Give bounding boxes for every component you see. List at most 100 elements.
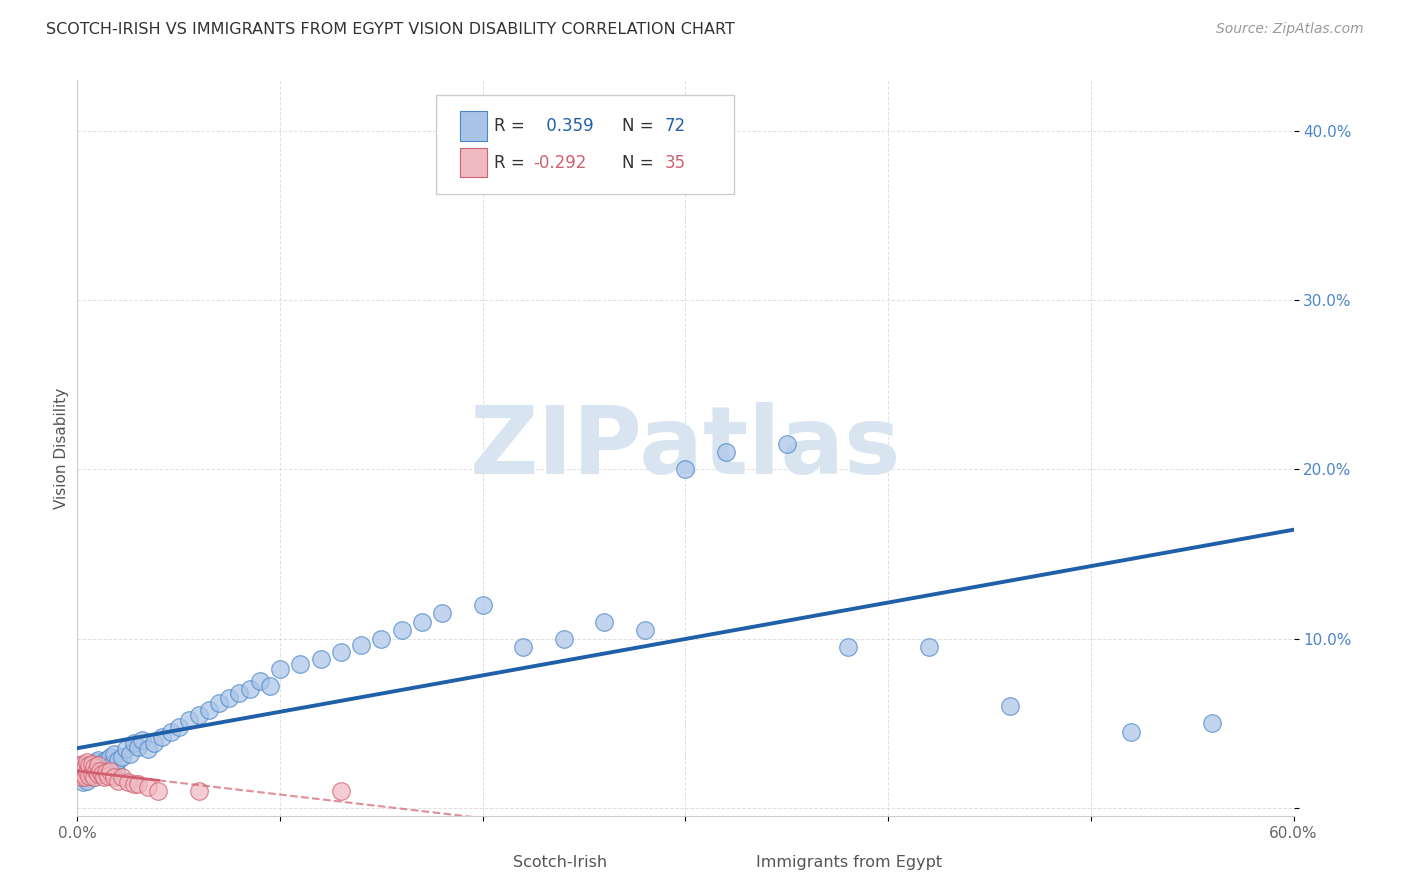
FancyBboxPatch shape <box>460 148 488 178</box>
Text: SCOTCH-IRISH VS IMMIGRANTS FROM EGYPT VISION DISABILITY CORRELATION CHART: SCOTCH-IRISH VS IMMIGRANTS FROM EGYPT VI… <box>46 22 735 37</box>
Point <box>259 679 281 693</box>
Text: N =: N = <box>623 117 659 135</box>
Point <box>83 760 105 774</box>
Text: ZIPatlas: ZIPatlas <box>470 402 901 494</box>
Point <box>391 623 413 637</box>
Point <box>228 686 250 700</box>
Point <box>98 750 121 764</box>
Point <box>714 445 737 459</box>
Point <box>97 760 120 774</box>
Point <box>411 615 433 629</box>
Point <box>159 724 181 739</box>
Point <box>79 768 101 782</box>
Point <box>188 707 211 722</box>
Point <box>136 741 159 756</box>
Point <box>79 762 101 776</box>
Point <box>122 777 145 791</box>
Point <box>79 758 101 772</box>
Point <box>67 767 90 781</box>
Point <box>188 784 211 798</box>
Text: Immigrants from Egypt: Immigrants from Egypt <box>756 855 942 870</box>
Point <box>101 756 124 771</box>
Point <box>70 764 93 778</box>
Point <box>94 765 117 780</box>
Point <box>634 623 657 637</box>
Point <box>75 760 97 774</box>
FancyBboxPatch shape <box>460 112 488 141</box>
Point <box>136 780 159 795</box>
Point <box>239 682 262 697</box>
Text: R =: R = <box>495 153 530 171</box>
Y-axis label: Vision Disability: Vision Disability <box>53 388 69 508</box>
Point <box>103 770 125 784</box>
Point <box>107 753 129 767</box>
Point <box>89 756 111 771</box>
FancyBboxPatch shape <box>721 852 748 873</box>
Text: R =: R = <box>495 117 530 135</box>
Point <box>76 760 98 774</box>
Point <box>111 750 134 764</box>
Point <box>76 755 98 769</box>
Point <box>80 767 103 781</box>
Point <box>208 696 231 710</box>
Point <box>86 767 108 781</box>
Point <box>67 758 90 772</box>
Point <box>430 606 453 620</box>
Point <box>93 770 115 784</box>
FancyBboxPatch shape <box>436 95 734 194</box>
Point <box>269 662 291 676</box>
Point <box>104 764 127 778</box>
Point <box>512 640 534 654</box>
Point <box>86 764 108 778</box>
Point <box>998 699 1021 714</box>
Point <box>1121 724 1143 739</box>
Point <box>177 713 200 727</box>
Point <box>89 764 111 778</box>
Point <box>80 767 103 781</box>
Point <box>837 640 859 654</box>
Point <box>675 462 697 476</box>
Point <box>84 765 107 780</box>
Point <box>76 765 98 780</box>
FancyBboxPatch shape <box>478 852 505 873</box>
Point <box>593 615 616 629</box>
Point <box>86 753 108 767</box>
Text: -0.292: -0.292 <box>533 153 586 171</box>
Text: N =: N = <box>623 153 659 171</box>
Point <box>127 739 149 754</box>
Point <box>553 632 575 646</box>
Text: 35: 35 <box>665 153 686 171</box>
Point <box>218 690 240 705</box>
Point <box>117 775 139 789</box>
Point <box>70 770 93 784</box>
Point <box>122 736 145 750</box>
Point <box>84 764 107 778</box>
Point <box>90 767 112 781</box>
Text: 0.359: 0.359 <box>541 117 593 135</box>
Point <box>76 773 98 788</box>
Text: Source: ZipAtlas.com: Source: ZipAtlas.com <box>1216 22 1364 37</box>
Point <box>72 775 94 789</box>
Point <box>370 632 392 646</box>
Point <box>80 756 103 771</box>
Point <box>93 758 115 772</box>
Point <box>90 764 112 778</box>
Text: 72: 72 <box>665 117 686 135</box>
Point <box>290 657 312 671</box>
Point <box>97 768 120 782</box>
Point <box>118 747 141 761</box>
Point <box>83 770 105 784</box>
Point <box>350 638 373 652</box>
Point <box>70 770 93 784</box>
Point <box>75 770 97 784</box>
Point <box>148 784 170 798</box>
Point <box>918 640 941 654</box>
Point <box>72 767 94 781</box>
Point <box>75 770 97 784</box>
Point <box>329 784 352 798</box>
Point <box>86 758 108 772</box>
Point <box>67 767 90 781</box>
Text: Scotch-Irish: Scotch-Irish <box>513 855 607 870</box>
Point <box>167 719 190 733</box>
Point <box>103 747 125 761</box>
